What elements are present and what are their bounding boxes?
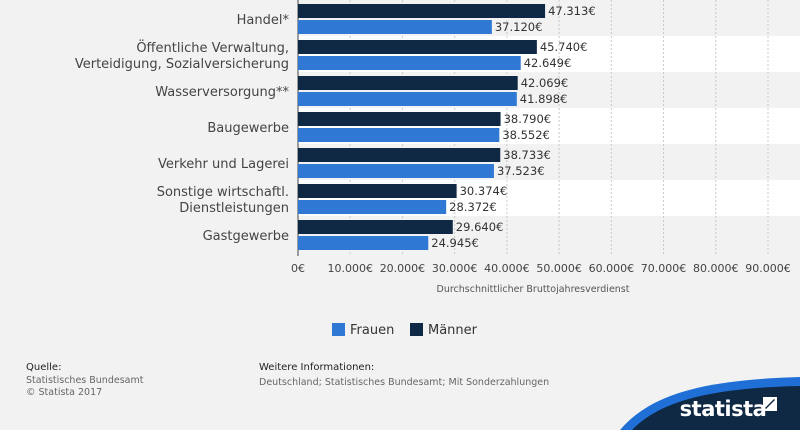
bar-frauen [298, 200, 447, 214]
bar-maenner [298, 184, 457, 198]
bars [298, 4, 546, 250]
x-axis-label: Durchschnittlicher Bruttojahresverdienst [437, 284, 630, 295]
bar-maenner [298, 220, 453, 234]
value-label: 30.374€ [460, 184, 508, 198]
value-label: 41.898€ [520, 92, 568, 106]
statista-logo-icon [763, 397, 777, 411]
value-label: 37.523€ [497, 164, 545, 178]
bar-frauen [298, 128, 500, 142]
bar-frauen [298, 92, 517, 106]
brand-wave-dark [632, 386, 800, 430]
x-tick-label: 90.000€ [745, 262, 791, 275]
category-label: Wasserversorgung** [155, 85, 289, 100]
value-label: 24.945€ [431, 236, 479, 250]
category-label: Öffentliche Verwaltung, [136, 39, 289, 56]
value-label: 37.120€ [495, 20, 543, 34]
statista-logo[interactable]: statista [680, 397, 767, 421]
value-label: 28.372€ [449, 200, 497, 214]
value-label: 47.313€ [548, 4, 596, 18]
legend-item[interactable]: Männer [410, 323, 478, 338]
category-labels: Handel* Öffentliche Verwaltung,Verteidigu… [75, 13, 290, 244]
x-tick-label: 40.000€ [484, 262, 530, 275]
value-label: 42.069€ [521, 76, 569, 90]
value-label: 42.649€ [524, 56, 572, 70]
bar-maenner [298, 76, 518, 90]
bar-maenner [298, 4, 546, 18]
info-text: Deutschland; Statistisches Bundesamt; Mi… [259, 377, 550, 388]
x-tick-label: 0€ [291, 262, 305, 275]
x-tick-label: 70.000€ [641, 262, 687, 275]
bar-maenner [298, 112, 501, 126]
copyright-line: © Statista 2017 [26, 387, 103, 398]
legend-swatch [410, 323, 423, 336]
category-label: Verkehr und Lagerei [158, 157, 289, 172]
source-label: Quelle: [26, 362, 62, 373]
legend-item[interactable]: Frauen [332, 323, 394, 338]
category-label: Verteidigung, Sozialversicherung [75, 57, 289, 72]
x-tick-label: 80.000€ [693, 262, 739, 275]
source-block: Quelle: Statistisches Bundesamt © Statis… [26, 362, 143, 398]
bar-frauen [298, 56, 521, 70]
legend-label: Männer [428, 323, 478, 338]
value-label: 38.552€ [502, 128, 550, 142]
value-label: 38.790€ [504, 112, 552, 126]
x-tick-label: 10.000€ [327, 262, 373, 275]
category-label: Sonstige wirtschaftl. [157, 185, 289, 200]
source-line: Statistisches Bundesamt [26, 375, 144, 386]
value-labels: 47.313€ 37.120€ 45.740€ 42.649€ 42.069€ 41.89… [431, 4, 595, 250]
value-label: 29.640€ [456, 220, 504, 234]
x-tick-label: 50.000€ [536, 262, 582, 275]
value-label: 38.733€ [503, 148, 551, 162]
legend-swatch [332, 323, 345, 336]
category-label: Gastgewerbe [203, 229, 289, 244]
x-tick-label: 30.000€ [432, 262, 478, 275]
x-tick-label: 20.000€ [380, 262, 426, 275]
legend-label: Frauen [350, 323, 394, 338]
category-label: Handel* [237, 13, 290, 28]
legend: Frauen Männer [332, 323, 478, 338]
x-tick-labels: 0€ 10.000€ 20.000€ 30.000€ 40.000€ 50.000€ 60.… [291, 262, 791, 275]
x-tick-label: 60.000€ [589, 262, 635, 275]
info-label: Weitere Informationen: [259, 362, 375, 373]
category-label: Dienstleistungen [179, 201, 289, 216]
category-label: Baugewerbe [207, 121, 289, 136]
bar-maenner [298, 40, 537, 54]
value-label: 45.740€ [540, 40, 588, 54]
bar-frauen [298, 164, 494, 178]
info-block: Weitere Informationen: Deutschland; Stat… [259, 362, 549, 388]
bar-frauen [298, 236, 429, 250]
bar-frauen [298, 20, 492, 34]
bar-maenner [298, 148, 501, 162]
